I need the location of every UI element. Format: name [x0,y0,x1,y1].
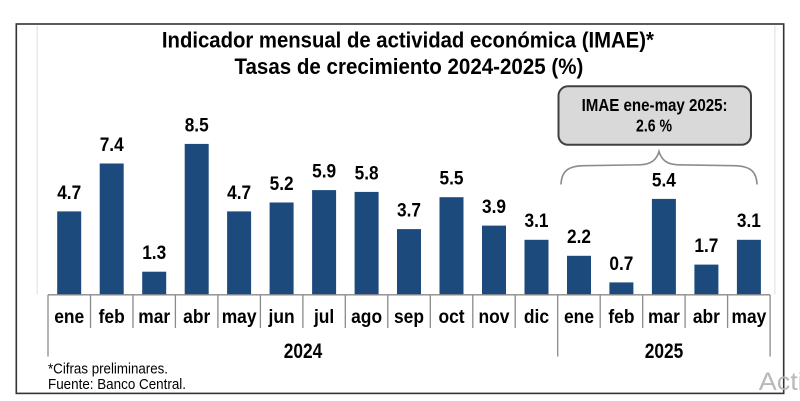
svg-text:jul: jul [313,306,334,328]
svg-text:may: may [222,306,257,328]
svg-text:7.4: 7.4 [100,134,124,156]
svg-text:Acti: Acti [759,369,800,396]
svg-text:ago: ago [351,306,382,328]
svg-text:5.9: 5.9 [312,161,336,183]
svg-text:3.9: 3.9 [482,196,506,218]
svg-text:3.7: 3.7 [397,200,421,222]
svg-text:2024: 2024 [284,340,323,363]
svg-text:ene: ene [564,306,594,328]
svg-text:may: may [732,306,767,328]
svg-text:abr: abr [183,306,210,328]
svg-text:feb: feb [99,306,125,328]
svg-text:*Cifras preliminares.: *Cifras preliminares. [48,362,168,378]
svg-text:sep: sep [394,306,424,328]
svg-text:4.7: 4.7 [227,182,251,204]
svg-text:nov: nov [479,306,510,328]
svg-text:abr: abr [693,306,720,328]
svg-text:1.3: 1.3 [142,242,166,264]
svg-text:feb: feb [608,306,634,328]
svg-text:2.2: 2.2 [567,226,591,248]
svg-text:5.4: 5.4 [652,169,676,191]
svg-text:3.1: 3.1 [525,210,549,232]
svg-text:dic: dic [524,306,549,328]
svg-text:IMAE ene-may 2025:: IMAE ene-may 2025: [582,95,728,115]
svg-text:ene: ene [54,306,84,328]
svg-text:Indicador mensual de actividad: Indicador mensual de actividad económica… [162,27,654,52]
svg-text:Fuente: Banco Central.: Fuente: Banco Central. [48,377,186,393]
svg-text:8.5: 8.5 [185,114,209,136]
svg-text:mar: mar [138,306,170,328]
svg-text:2025: 2025 [645,340,684,363]
svg-text:oct: oct [438,306,464,328]
svg-text:5.5: 5.5 [440,168,464,190]
svg-text:4.7: 4.7 [57,182,81,204]
svg-text:Tasas de crecimiento 2024-2025: Tasas de crecimiento 2024-2025 (%) [235,54,584,79]
svg-text:5.2: 5.2 [270,173,294,195]
svg-text:jun: jun [268,306,295,328]
svg-text:2.6 %: 2.6 % [636,116,672,136]
svg-text:1.7: 1.7 [694,235,718,257]
svg-text:0.7: 0.7 [609,253,633,275]
svg-text:mar: mar [648,306,680,328]
svg-text:3.1: 3.1 [737,210,761,232]
svg-text:5.8: 5.8 [355,162,379,184]
